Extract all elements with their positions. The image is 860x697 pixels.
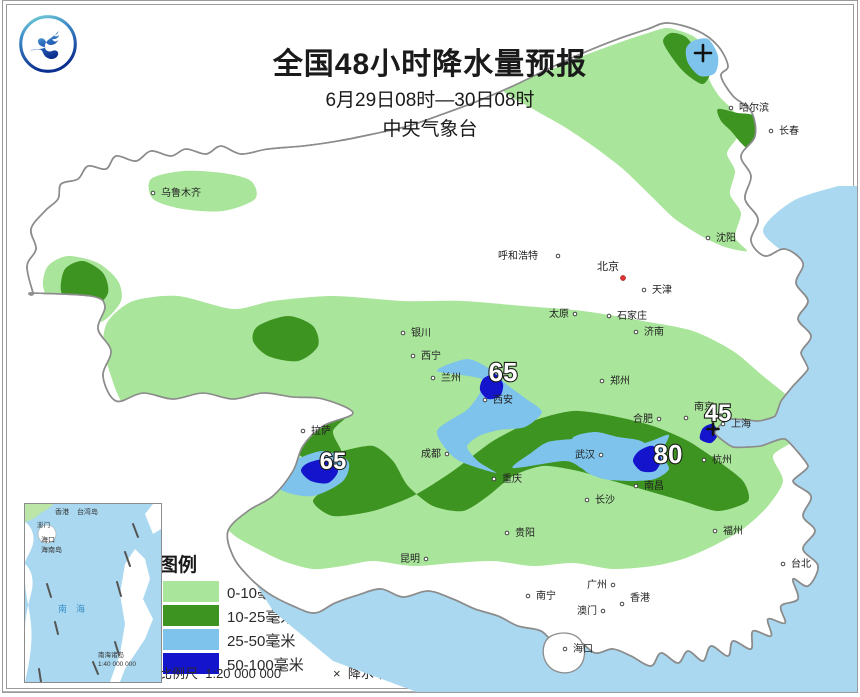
svg-text:45: 45: [705, 400, 732, 427]
svg-text:西宁: 西宁: [421, 349, 441, 362]
svg-text:成都: 成都: [421, 448, 441, 460]
svg-text:长沙: 长沙: [595, 494, 615, 506]
svg-text:北京: 北京: [597, 259, 619, 273]
svg-text:郑州: 郑州: [610, 374, 630, 387]
svg-text:广州: 广州: [587, 579, 607, 591]
svg-text:银川: 银川: [411, 326, 431, 339]
svg-text:杭州: 杭州: [712, 453, 732, 466]
svg-text:福州: 福州: [723, 524, 743, 537]
svg-text:上海: 上海: [731, 417, 751, 430]
svg-text:65: 65: [320, 448, 347, 475]
svg-text:南昌: 南昌: [644, 479, 664, 492]
svg-text:台北: 台北: [791, 557, 811, 570]
svg-text:西安: 西安: [493, 393, 513, 406]
svg-text:乌鲁木齐: 乌鲁木齐: [161, 186, 201, 199]
svg-text:重庆: 重庆: [502, 472, 522, 485]
svg-text:呼和浩特: 呼和浩特: [498, 250, 538, 262]
svg-text:贵阳: 贵阳: [515, 526, 535, 539]
svg-text:沈阳: 沈阳: [716, 231, 736, 244]
svg-text:海口: 海口: [573, 642, 593, 655]
svg-text:合肥: 合肥: [633, 412, 653, 425]
svg-text:香港: 香港: [630, 592, 650, 604]
svg-text:济南: 济南: [644, 325, 664, 338]
svg-text:南宁: 南宁: [536, 589, 556, 602]
svg-text:昆明: 昆明: [400, 553, 420, 565]
svg-text:65: 65: [489, 357, 518, 387]
svg-text:拉萨: 拉萨: [311, 424, 331, 437]
svg-text:石家庄: 石家庄: [617, 309, 647, 322]
svg-text:兰州: 兰州: [441, 371, 461, 384]
svg-text:天津: 天津: [652, 284, 672, 296]
svg-text:太原: 太原: [549, 307, 569, 320]
svg-text:澳门: 澳门: [577, 604, 597, 617]
svg-text:武汉: 武汉: [575, 448, 595, 461]
svg-text:80: 80: [654, 439, 683, 469]
